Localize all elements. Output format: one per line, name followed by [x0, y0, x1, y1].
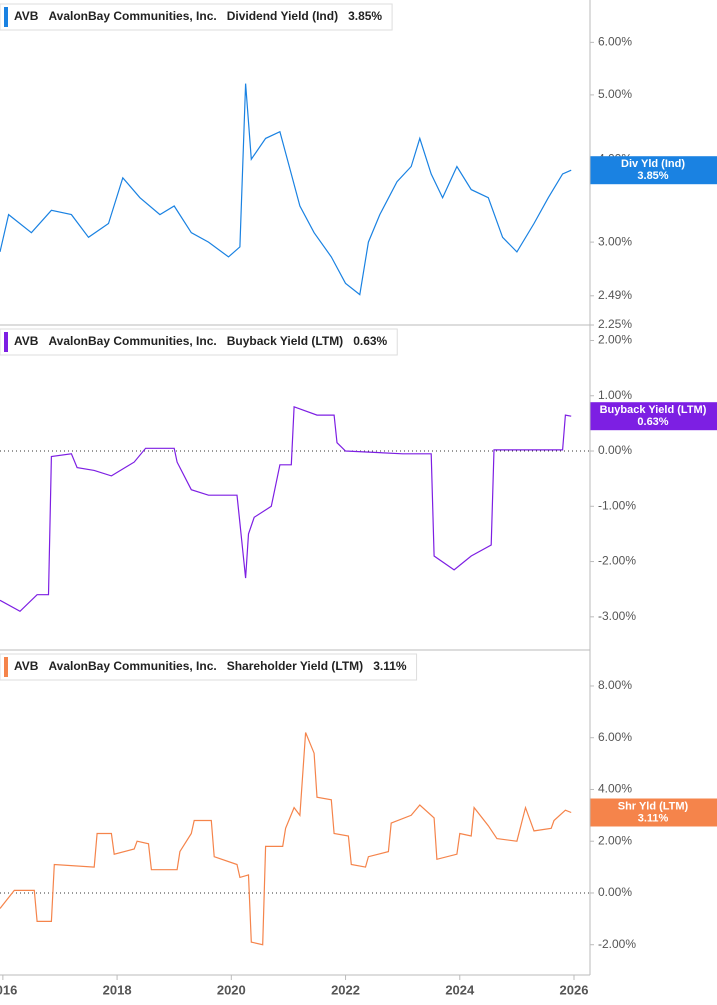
metric-value: 3.11% [373, 659, 407, 673]
y-tick-label: -3.00% [598, 609, 636, 623]
company-name: AvalonBay Communities, Inc. [48, 659, 216, 673]
flag-name: Shr Yld (LTM) [618, 800, 689, 812]
y-tick-label: 0.00% [598, 443, 632, 457]
series-line [0, 405, 572, 613]
metric-name: Shareholder Yield (LTM) [227, 659, 363, 673]
header-box [0, 653, 418, 681]
y-tick-label: 2.00% [598, 333, 632, 347]
metric-name: Dividend Yield (Ind) [227, 9, 338, 23]
header-swatch [4, 332, 8, 352]
y-tick-label: 2.25% [598, 317, 632, 331]
y-tick-label: 2.00% [598, 833, 632, 847]
ticker: AVB [14, 659, 39, 673]
y-tick-label: -2.00% [598, 554, 636, 568]
x-tick-label: 2024 [445, 982, 475, 997]
y-tick-label: -2.00% [598, 937, 636, 951]
x-tick-label: 2016 [0, 982, 17, 997]
panel: 2.25%2.49%3.00%4.00%5.00%6.00%AVBAvalonB… [0, 3, 717, 331]
series-line [0, 83, 572, 296]
header-box [0, 328, 398, 356]
panel: -2.00% 0.00% 2.00% 4.00% 6.00% 8.00% AVB Avalon… [0, 653, 717, 997]
header-swatch [4, 7, 8, 27]
y-tick-label: 1.00% [598, 388, 632, 402]
panel: -3.00% -2.00% -1.00% 0.00% 1.00% 2.00% AVB Aval… [0, 328, 717, 651]
metric-value: 3.85% [348, 9, 382, 23]
flag-value: 3.11% [638, 812, 669, 824]
company-name: AvalonBay Communities, Inc. [48, 334, 216, 348]
y-tick-label: -1.00% [598, 498, 636, 512]
y-tick-label: 5.00% [598, 87, 632, 101]
y-tick-label: 0.00% [598, 885, 632, 899]
x-tick-label: 2026 [560, 982, 589, 997]
y-tick-label: 4.00% [598, 782, 632, 796]
series-line [0, 732, 572, 946]
flag-name: Buyback Yield (LTM) [600, 404, 707, 416]
value-flag [590, 798, 717, 827]
value-flag [590, 402, 717, 431]
company-name: AvalonBay Communities, Inc. [48, 9, 216, 23]
flag-value: 0.63% [637, 416, 668, 428]
metric-value: 0.63% [353, 334, 387, 348]
header-swatch [4, 657, 8, 677]
ticker: AVB [14, 334, 39, 348]
metric-name: Buyback Yield (LTM) [227, 334, 343, 348]
x-tick-label: 2022 [331, 982, 360, 997]
y-tick-label: 3.00% [598, 234, 632, 248]
y-tick-label: 8.00% [598, 678, 632, 692]
flag-name: Div Yld (Ind) [621, 158, 685, 170]
flag-value: 3.85% [637, 170, 668, 182]
header-box [0, 3, 393, 31]
x-tick-label: 2018 [103, 982, 132, 997]
y-tick-label: 6.00% [598, 730, 632, 744]
x-tick-label: 2020 [217, 982, 246, 997]
value-flag [590, 156, 717, 185]
y-tick-label: 6.00% [598, 35, 632, 49]
y-tick-label: 2.49% [598, 288, 632, 302]
ticker: AVB [14, 9, 39, 23]
